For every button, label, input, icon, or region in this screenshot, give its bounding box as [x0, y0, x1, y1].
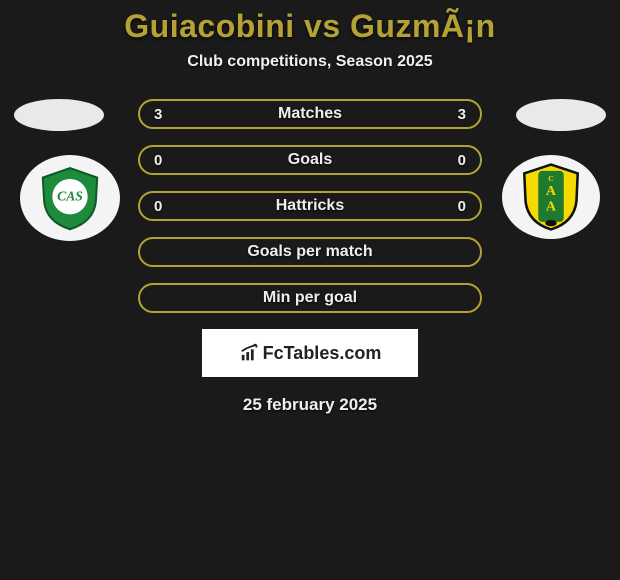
- stat-row-min-per-goal: Min per goal: [138, 283, 482, 313]
- crest-right-letters-c: C: [548, 174, 554, 183]
- stat-rows: 3 Matches 3 0 Goals 0 0 Hattricks 0 Goal…: [138, 99, 482, 313]
- crest-right-letters-a2: A: [546, 199, 557, 214]
- comparison-body: CAS C A A 3 Matches 3 0 Goals 0: [0, 99, 620, 415]
- chart-icon: [239, 342, 261, 364]
- subtitle: Club competitions, Season 2025: [0, 53, 620, 71]
- club-badge-left: CAS: [20, 155, 120, 241]
- stat-right-value: 0: [448, 152, 466, 169]
- stat-right-value: 3: [448, 106, 466, 123]
- stat-left-value: 0: [154, 198, 172, 215]
- stat-label: Min per goal: [140, 289, 480, 307]
- crest-right-letters-a1: A: [546, 184, 557, 199]
- stat-left-value: 0: [154, 152, 172, 169]
- page-title: Guiacobini vs GuzmÃ¡n: [0, 8, 620, 45]
- player-placeholder-right: [516, 99, 606, 131]
- stat-row-matches: 3 Matches 3: [138, 99, 482, 129]
- club-crest-left-icon: CAS: [36, 164, 104, 232]
- stat-left-value: 3: [154, 106, 172, 123]
- stat-row-hattricks: 0 Hattricks 0: [138, 191, 482, 221]
- crest-left-letters: CAS: [57, 189, 83, 204]
- stat-right-value: 0: [448, 198, 466, 215]
- player-placeholder-left: [14, 99, 104, 131]
- stat-row-goals-per-match: Goals per match: [138, 237, 482, 267]
- stat-row-goals: 0 Goals 0: [138, 145, 482, 175]
- comparison-card: Guiacobini vs GuzmÃ¡n Club competitions,…: [0, 0, 620, 415]
- stat-label: Hattricks: [140, 197, 480, 215]
- stat-label: Goals: [140, 151, 480, 169]
- date-text: 25 february 2025: [0, 395, 620, 415]
- stat-label: Goals per match: [140, 243, 480, 261]
- club-crest-right-icon: C A A: [518, 162, 584, 232]
- club-badge-right: C A A: [502, 155, 600, 239]
- stat-label: Matches: [140, 105, 480, 123]
- brand-text: FcTables.com: [263, 343, 382, 364]
- brand-box[interactable]: FcTables.com: [202, 329, 418, 377]
